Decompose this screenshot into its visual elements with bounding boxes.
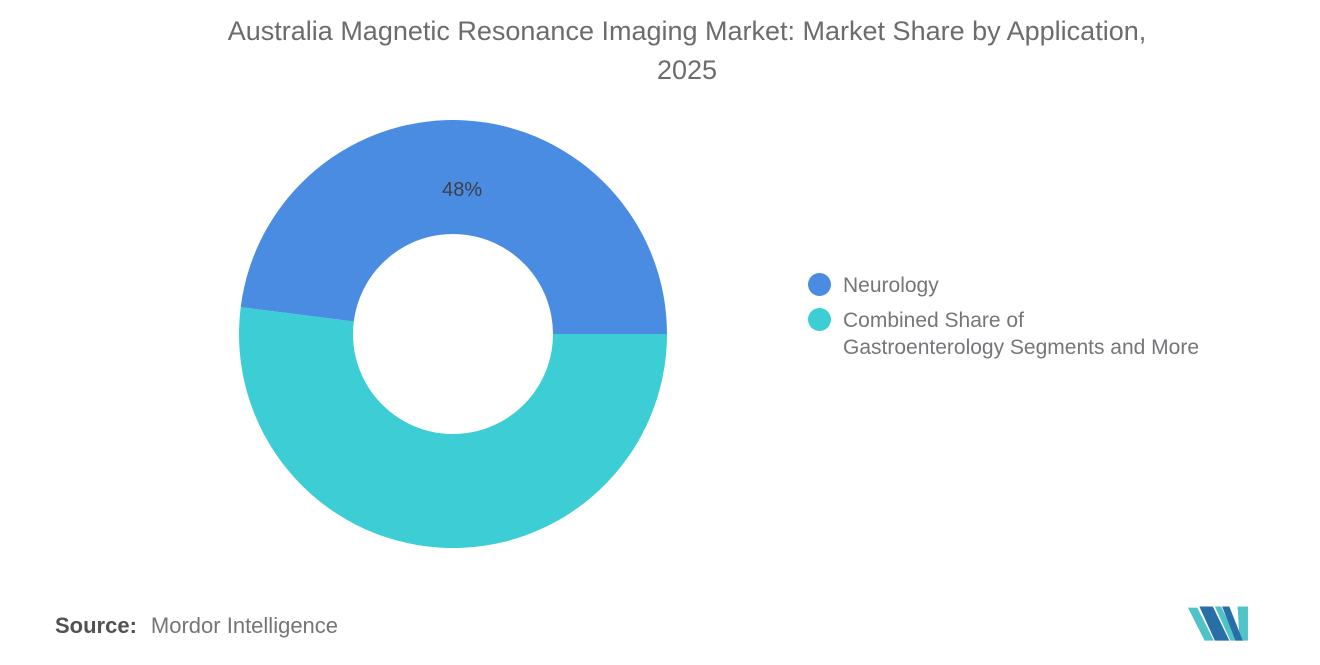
logo-shape-blue-left	[1199, 606, 1230, 641]
legend-item-neurology: Neurology	[808, 272, 1199, 299]
legend-marker-combined-share	[808, 308, 831, 331]
donut-slice-label-neurology: 48%	[442, 179, 482, 201]
chart-title: Australia Magnetic Resonance Imaging Mar…	[0, 12, 1320, 90]
legend-item-combined-share: Combined Share of Gastroenterology Segme…	[808, 307, 1199, 361]
source-value: Mordor Intelligence	[150, 613, 339, 638]
legend-marker-neurology	[808, 273, 831, 296]
chart-title-line1: Australia Magnetic Resonance Imaging Mar…	[227, 16, 1147, 46]
chart-title-line2: 2025	[656, 55, 718, 85]
donut-chart: 48%	[238, 120, 667, 549]
legend-label-combined-share: Combined Share of Gastroenterology Segme…	[843, 307, 1199, 361]
source-note: Source: Mordor Intelligence	[55, 612, 338, 640]
donut-slice-neurology	[240, 120, 667, 335]
mordor-intelligence-logo	[1188, 606, 1248, 641]
logo-shape-teal-right-bar	[1237, 606, 1248, 641]
logo-shape-blue-right	[1222, 606, 1243, 641]
legend: Neurology Combined Share of Gastroentero…	[808, 272, 1199, 361]
source-label: Source:	[55, 613, 137, 638]
legend-label-neurology: Neurology	[843, 274, 939, 297]
logo-shape-teal-middle	[1214, 606, 1238, 641]
legend-label-combined-share-line2: Gastroenterology Segments and More	[843, 336, 1200, 359]
donut-slice-combined-gastroenterology-and-more	[238, 307, 667, 549]
legend-label-combined-share-line1: Combined Share of	[843, 309, 1024, 332]
logo-shape-teal-left	[1188, 607, 1214, 641]
